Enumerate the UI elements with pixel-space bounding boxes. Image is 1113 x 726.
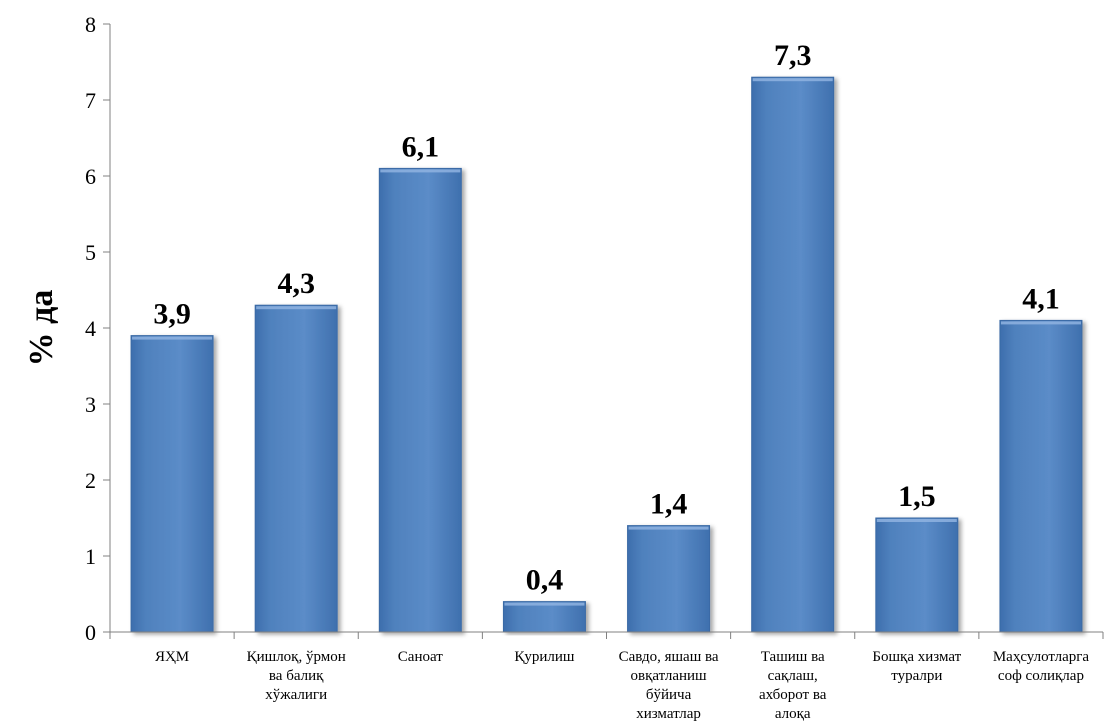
- x-category-label-line: ва балиқ: [269, 668, 324, 684]
- y-axis-title: % да: [23, 290, 60, 367]
- data-label: 6,1: [402, 130, 440, 163]
- bar: [751, 76, 835, 633]
- y-tick-label: 3: [85, 392, 96, 417]
- bar-bevel: [752, 78, 833, 82]
- x-category-label-line: Қурилиш: [514, 649, 575, 665]
- x-category-label: Бошқа хизмат туралри: [872, 649, 961, 684]
- data-label: 1,4: [650, 488, 688, 521]
- bar-bevel: [380, 169, 461, 173]
- x-category-label-line: Қишлоқ, ўрмон: [247, 649, 346, 665]
- x-category-label: Қишлоқ, ўрмон ва балиқ хўжалиги: [247, 649, 346, 703]
- y-tick-label: 0: [85, 620, 96, 645]
- bar-bevel: [876, 519, 957, 522]
- y-tick-label: 7: [85, 88, 96, 113]
- bar: [254, 304, 338, 633]
- x-category-label: Саноат: [398, 649, 443, 665]
- bar-bevel: [132, 336, 213, 340]
- data-label: 4,1: [1022, 282, 1060, 315]
- y-axis: 0 1 2 3 4 5 6 7 8: [85, 12, 111, 645]
- bar: [378, 167, 462, 633]
- data-label: 1,5: [898, 480, 936, 513]
- bars: 3,9 4,3 6,1 0,4 1,4 7,3 1,5 4,1: [130, 39, 1083, 633]
- x-category-label-line: ЯҲМ: [155, 649, 189, 665]
- x-category-label-line: ахборот ва: [759, 687, 827, 703]
- x-category-label: Маҳсулотларга соф солиқлар: [993, 649, 1090, 684]
- bar: [875, 517, 959, 633]
- x-category-label-line: Маҳсулотларга: [993, 649, 1090, 665]
- x-category-label-line: овқатланиш: [631, 668, 708, 684]
- y-tick-label: 8: [85, 12, 96, 37]
- x-category-label: ЯҲМ: [155, 649, 189, 665]
- y-tick-label: 1: [85, 544, 96, 569]
- y-tick-label: 5: [85, 240, 96, 265]
- x-category-label-line: Саноат: [398, 649, 443, 665]
- x-category-label-line: хизматлар: [636, 706, 701, 722]
- x-category-label-line: хўжалиги: [265, 687, 327, 703]
- x-axis: ЯҲМ Қишлоқ, ўрмон ва балиқ хўжалиги Саноат Қу…: [109, 631, 1104, 722]
- bar-bevel: [1000, 321, 1081, 325]
- bar-bevel: [628, 526, 709, 530]
- x-category-label-line: алоқа: [775, 706, 811, 722]
- x-category-label-line: сақлаш,: [768, 668, 818, 684]
- x-category-label-line: соф солиқлар: [998, 668, 1084, 684]
- x-category-label: Савдо, яшаш ва овқатланиш бўйича хизматлар: [619, 649, 719, 722]
- data-label: 4,3: [277, 267, 315, 300]
- data-label: 0,4: [526, 564, 564, 597]
- bar-bevel: [256, 306, 337, 310]
- y-tick-label: 6: [85, 164, 96, 189]
- x-category-label-line: Савдо, яшаш ва: [619, 649, 719, 665]
- y-tick-label: 2: [85, 468, 96, 493]
- x-category-label: Ташиш ва сақлаш, ахборот ва алоқа: [759, 649, 827, 722]
- bar: [999, 319, 1083, 633]
- x-category-label-line: Ташиш ва: [761, 649, 825, 665]
- x-category-label-line: туралри: [891, 668, 942, 684]
- bar: [627, 525, 711, 633]
- data-label: 3,9: [153, 298, 191, 331]
- x-category-label-line: бўйича: [646, 687, 692, 703]
- data-label: 7,3: [774, 39, 812, 72]
- y-tick-label: 4: [85, 316, 96, 341]
- bar: [130, 335, 214, 633]
- bar: [502, 601, 586, 633]
- x-category-label-line: Бошқа хизмат: [872, 649, 961, 665]
- x-category-label: Қурилиш: [514, 649, 575, 665]
- bar-bevel: [504, 602, 585, 606]
